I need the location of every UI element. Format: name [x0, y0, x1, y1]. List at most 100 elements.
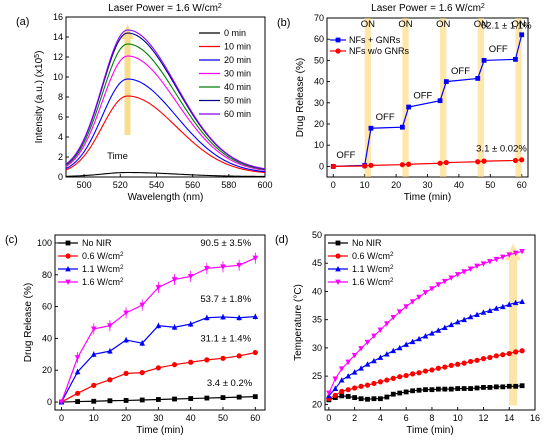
data-point: [384, 377, 390, 383]
data-point: [91, 382, 97, 388]
data-point: [371, 333, 377, 340]
x-tick-label: 60: [250, 413, 260, 423]
data-point: [345, 387, 351, 393]
data-point: [519, 383, 525, 389]
data-point: [390, 391, 396, 397]
chart-title: Laser Power = 1.6 W/cm2: [371, 3, 485, 15]
data-point: [443, 79, 449, 84]
data-point: [188, 359, 194, 365]
data-point: [480, 356, 487, 362]
data-point: [474, 385, 480, 391]
x-tick-label: 2: [352, 413, 357, 423]
x-tick-label: 520: [113, 180, 128, 190]
x-tick-label: 580: [221, 180, 236, 190]
data-point: [330, 163, 336, 169]
data-point: [171, 324, 178, 330]
data-point: [435, 386, 441, 392]
data-point: [139, 302, 146, 308]
data-point: [368, 125, 374, 131]
data-point: [139, 340, 146, 346]
laser-on-band: [402, 18, 409, 177]
data-point: [519, 348, 525, 354]
y-tick-label: 40: [42, 333, 52, 343]
data-point: [481, 158, 487, 164]
data-point: [454, 318, 461, 325]
data-point: [480, 261, 487, 267]
data-point: [519, 32, 525, 38]
data-point: [410, 371, 416, 377]
x-tick-label: 12: [478, 413, 488, 423]
data-point: [500, 352, 506, 358]
y-tick-label: 30: [312, 343, 322, 353]
data-point: [416, 294, 422, 301]
data-point: [493, 384, 499, 390]
data-point: [390, 375, 396, 381]
legend-marker: [335, 266, 341, 272]
data-point: [443, 159, 449, 166]
legend-marker: [335, 48, 341, 54]
data-point: [396, 309, 403, 315]
data-point: [236, 262, 242, 269]
data-point: [377, 327, 384, 333]
data-point: [474, 263, 480, 270]
legend-marker: [65, 279, 71, 285]
data-point: [107, 377, 113, 383]
legend-marker: [65, 240, 71, 246]
data-point: [416, 387, 422, 393]
panel-label: (d): [275, 234, 288, 246]
data-point: [499, 303, 506, 310]
y-tick-label: 30: [314, 98, 324, 108]
data-point: [365, 396, 370, 402]
data-point: [204, 357, 210, 363]
laser-on-band: [440, 18, 447, 177]
data-point: [187, 273, 194, 280]
data-point: [467, 266, 474, 272]
data-point: [107, 348, 113, 354]
data-point: [481, 58, 487, 63]
x-tick-label: 0: [326, 413, 331, 423]
data-point: [338, 377, 345, 383]
off-label: OFF: [336, 150, 355, 161]
data-point: [172, 396, 177, 402]
off-label: OFF: [413, 91, 432, 102]
data-point: [345, 359, 351, 366]
data-point: [368, 162, 374, 168]
on-label: ON: [474, 19, 488, 30]
x-tick-label: 20: [391, 180, 401, 190]
panel-label: (c): [5, 234, 18, 246]
legend-label: 0 min: [224, 28, 246, 38]
data-point: [74, 355, 81, 361]
data-point: [435, 282, 442, 288]
data-point: [429, 286, 435, 292]
data-point: [351, 369, 358, 375]
series-line-2: [60, 316, 256, 403]
y-tick-label: 40: [314, 77, 324, 87]
data-point: [499, 254, 506, 261]
data-point: [442, 364, 448, 370]
data-point: [467, 313, 474, 320]
data-point: [384, 394, 390, 400]
legend-label: 50 min: [224, 96, 251, 106]
data-point: [461, 316, 467, 323]
x-tick-label: 8: [429, 413, 434, 423]
data-point: [236, 353, 242, 359]
x-tick-label: 20: [121, 413, 131, 423]
data-point: [155, 397, 161, 402]
data-point: [448, 275, 455, 281]
value-annotation: 90.5 ± 3.5%: [200, 238, 251, 249]
y-tick-label: 20: [312, 399, 322, 409]
data-point: [123, 398, 129, 403]
data-point: [429, 367, 435, 373]
data-point: [396, 344, 403, 351]
legend-label: 20 min: [224, 55, 251, 65]
value-annotation: 3.4 ± 0.2%: [207, 378, 253, 389]
data-point: [107, 323, 113, 329]
data-point: [326, 390, 332, 397]
data-point: [442, 386, 448, 392]
y-axis-label: Drug Release (%): [23, 283, 34, 362]
data-point: [139, 370, 145, 376]
x-axis-label: Time (min): [404, 192, 451, 203]
laser-on-band: [515, 18, 522, 177]
data-point: [506, 383, 512, 389]
data-point: [220, 395, 226, 400]
